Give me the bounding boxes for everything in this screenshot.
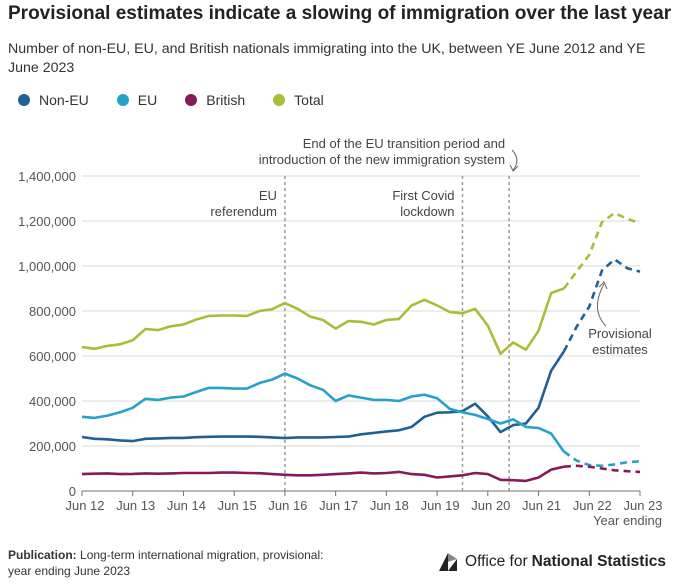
x-tick-label: Jun 15: [218, 498, 257, 513]
y-tick-label: 400,000: [29, 394, 76, 409]
legend-label-non-eu: Non-EU: [39, 92, 89, 108]
event-label-arrowhead: [509, 164, 519, 172]
y-tick-label: 1,200,000: [18, 214, 76, 229]
event-label-eu-transition: End of the EU transition period and: [303, 136, 505, 151]
legend-swatch-eu: [116, 94, 129, 106]
publication-note: Publication: Long-term international mig…: [8, 547, 348, 579]
event-label-eu-referendum: referendum: [210, 204, 276, 219]
event-label-covid-lockdown: First Covid: [392, 188, 454, 203]
legend-swatch-total: [273, 94, 286, 106]
series-line-british: [81, 465, 565, 483]
event-label-covid-lockdown: lockdown: [400, 204, 454, 219]
legend-item-british: British: [185, 92, 245, 108]
publication-text: Long-term international migration, provi…: [8, 548, 324, 578]
y-tick-label: 600,000: [29, 349, 76, 364]
x-tick-label: Jun 13: [116, 498, 155, 513]
y-tick-label: 1,000,000: [18, 259, 76, 274]
legend-label-eu: EU: [137, 92, 158, 108]
series-line-eu-provisional: [563, 450, 641, 468]
x-tick-label: Jun 22: [573, 498, 612, 513]
ons-logo-icon: [439, 553, 458, 571]
legend-item-total: Total: [273, 92, 324, 108]
x-tick-label: Jun 16: [268, 498, 307, 513]
legend-swatch-british: [185, 94, 198, 106]
series-line-total: [81, 287, 565, 356]
x-tick-label: Jun 14: [167, 498, 206, 513]
series-line-non_eu: [81, 350, 565, 443]
logo-text-regular: Office for: [465, 553, 528, 570]
legend-item-eu: EU: [116, 92, 158, 108]
x-tick-label: Jun 17: [319, 498, 358, 513]
event-label-connector: [511, 149, 518, 171]
legend-item-non-eu: Non-EU: [18, 92, 89, 108]
series-line-total-provisional: [562, 211, 641, 290]
provisional-annotation-connector: [597, 283, 607, 327]
provisional-annotation: estimates: [592, 342, 648, 357]
legend-label-total: Total: [294, 92, 324, 108]
x-tick-label: Jun 12: [65, 498, 104, 513]
provisional-annotation: Provisional: [588, 326, 652, 341]
x-tick-label: Jun 18: [370, 498, 409, 513]
ons-logo: Office for National Statistics: [437, 551, 666, 573]
legend-label-british: British: [206, 92, 246, 108]
y-tick-label: 0: [69, 484, 76, 499]
series-line-non_eu-provisional: [562, 257, 641, 353]
x-tick-label: Jun 21: [522, 498, 561, 513]
logo-text-bold: National Statistics: [531, 553, 666, 570]
legend: Non-EU EU British Total: [18, 92, 352, 108]
x-tick-label: Jun 20: [471, 498, 510, 513]
event-label-eu-transition: introduction of the new immigration syst…: [259, 152, 505, 167]
x-tick-label: Jun 19: [421, 498, 460, 513]
chart-subtitle: Number of non-EU, EU, and British nation…: [8, 41, 646, 76]
event-label-eu-referendum: EU: [259, 188, 277, 203]
y-tick-label: 800,000: [29, 304, 76, 319]
series-line-eu: [81, 372, 565, 453]
line-chart: 0 200,000 400,000 600,000 800,000 1,000,000 1,…: [18, 136, 662, 528]
y-tick-label: 200,000: [29, 439, 76, 454]
publication-label: Publication:: [8, 548, 77, 562]
provisional-annotation-arrowhead: [598, 281, 608, 290]
x-tick-label: Jun 23: [623, 498, 662, 513]
series-line-british-provisional: [563, 464, 641, 474]
chart-title: Provisional estimates indicate a slowing…: [8, 3, 672, 24]
x-axis-title: Year ending: [593, 513, 662, 528]
legend-swatch-non-eu: [18, 94, 30, 106]
y-tick-label: 1,400,000: [18, 169, 76, 184]
